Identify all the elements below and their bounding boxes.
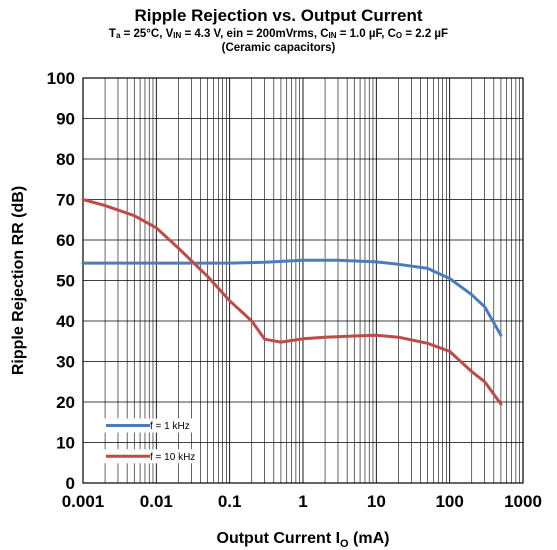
chart-subtitle: Ta = 25°C, VIN = 4.3 V, ein = 200mVrms, … — [0, 28, 557, 40]
series-line — [81, 258, 503, 337]
subtitle-text: = 25°C, V — [120, 28, 174, 40]
subtitle-text: = 2.2 µF — [402, 28, 449, 40]
x-tick-label: 1000 — [504, 492, 542, 511]
x-axis-label-text: Output Current I — [217, 530, 341, 547]
x-tick-label: 0.01 — [140, 492, 173, 511]
y-tick-label: 20 — [56, 393, 75, 412]
subtitle-text: T — [108, 28, 116, 40]
x-axis-label: Output Current IO (mA) — [217, 530, 390, 550]
subtitle-text: = 1.0 µF, C — [336, 28, 396, 40]
subtitle-subscript: IN — [328, 31, 337, 40]
plot-frame — [82, 77, 524, 484]
y-axis-label: Ripple Rejection RR (dB) — [10, 186, 27, 375]
y-tick-label: 50 — [56, 272, 75, 291]
y-tick-label: 60 — [56, 231, 75, 250]
subtitle-subscript: O — [395, 31, 403, 40]
series-line — [81, 198, 503, 406]
x-tick-label: 0.001 — [62, 492, 105, 511]
chart-title: Ripple Rejection vs. Output Current — [134, 6, 423, 25]
y-tick-label: 90 — [56, 110, 75, 129]
y-tick-label: 30 — [56, 353, 75, 372]
y-tick-label: 100 — [47, 69, 75, 88]
chart-subtitle-note: (Ceramic capacitors) — [221, 42, 336, 54]
y-tick-label: 80 — [56, 150, 75, 169]
x-tick-label: 100 — [435, 492, 463, 511]
y-tick-label: 0 — [66, 474, 75, 493]
legend-label: f = 10 kHz — [150, 452, 195, 463]
x-tick-label: 1 — [298, 492, 307, 511]
legend-label: f = 1 kHz — [150, 421, 190, 432]
x-tick-label: 10 — [367, 492, 386, 511]
x-axis-label-subscript: O — [340, 538, 349, 550]
y-tick-label: 70 — [56, 191, 75, 210]
y-tick-label: 10 — [56, 434, 75, 453]
subtitle-text: = 4.3 V, ein = 200mVrms, C — [181, 28, 329, 40]
subtitle-subscript: IN — [173, 31, 182, 40]
y-tick-label: 40 — [56, 312, 75, 331]
x-axis-label-unit: (mA) — [349, 530, 390, 547]
subtitle-subscript: a — [115, 31, 121, 40]
x-tick-label: 0.1 — [218, 492, 242, 511]
